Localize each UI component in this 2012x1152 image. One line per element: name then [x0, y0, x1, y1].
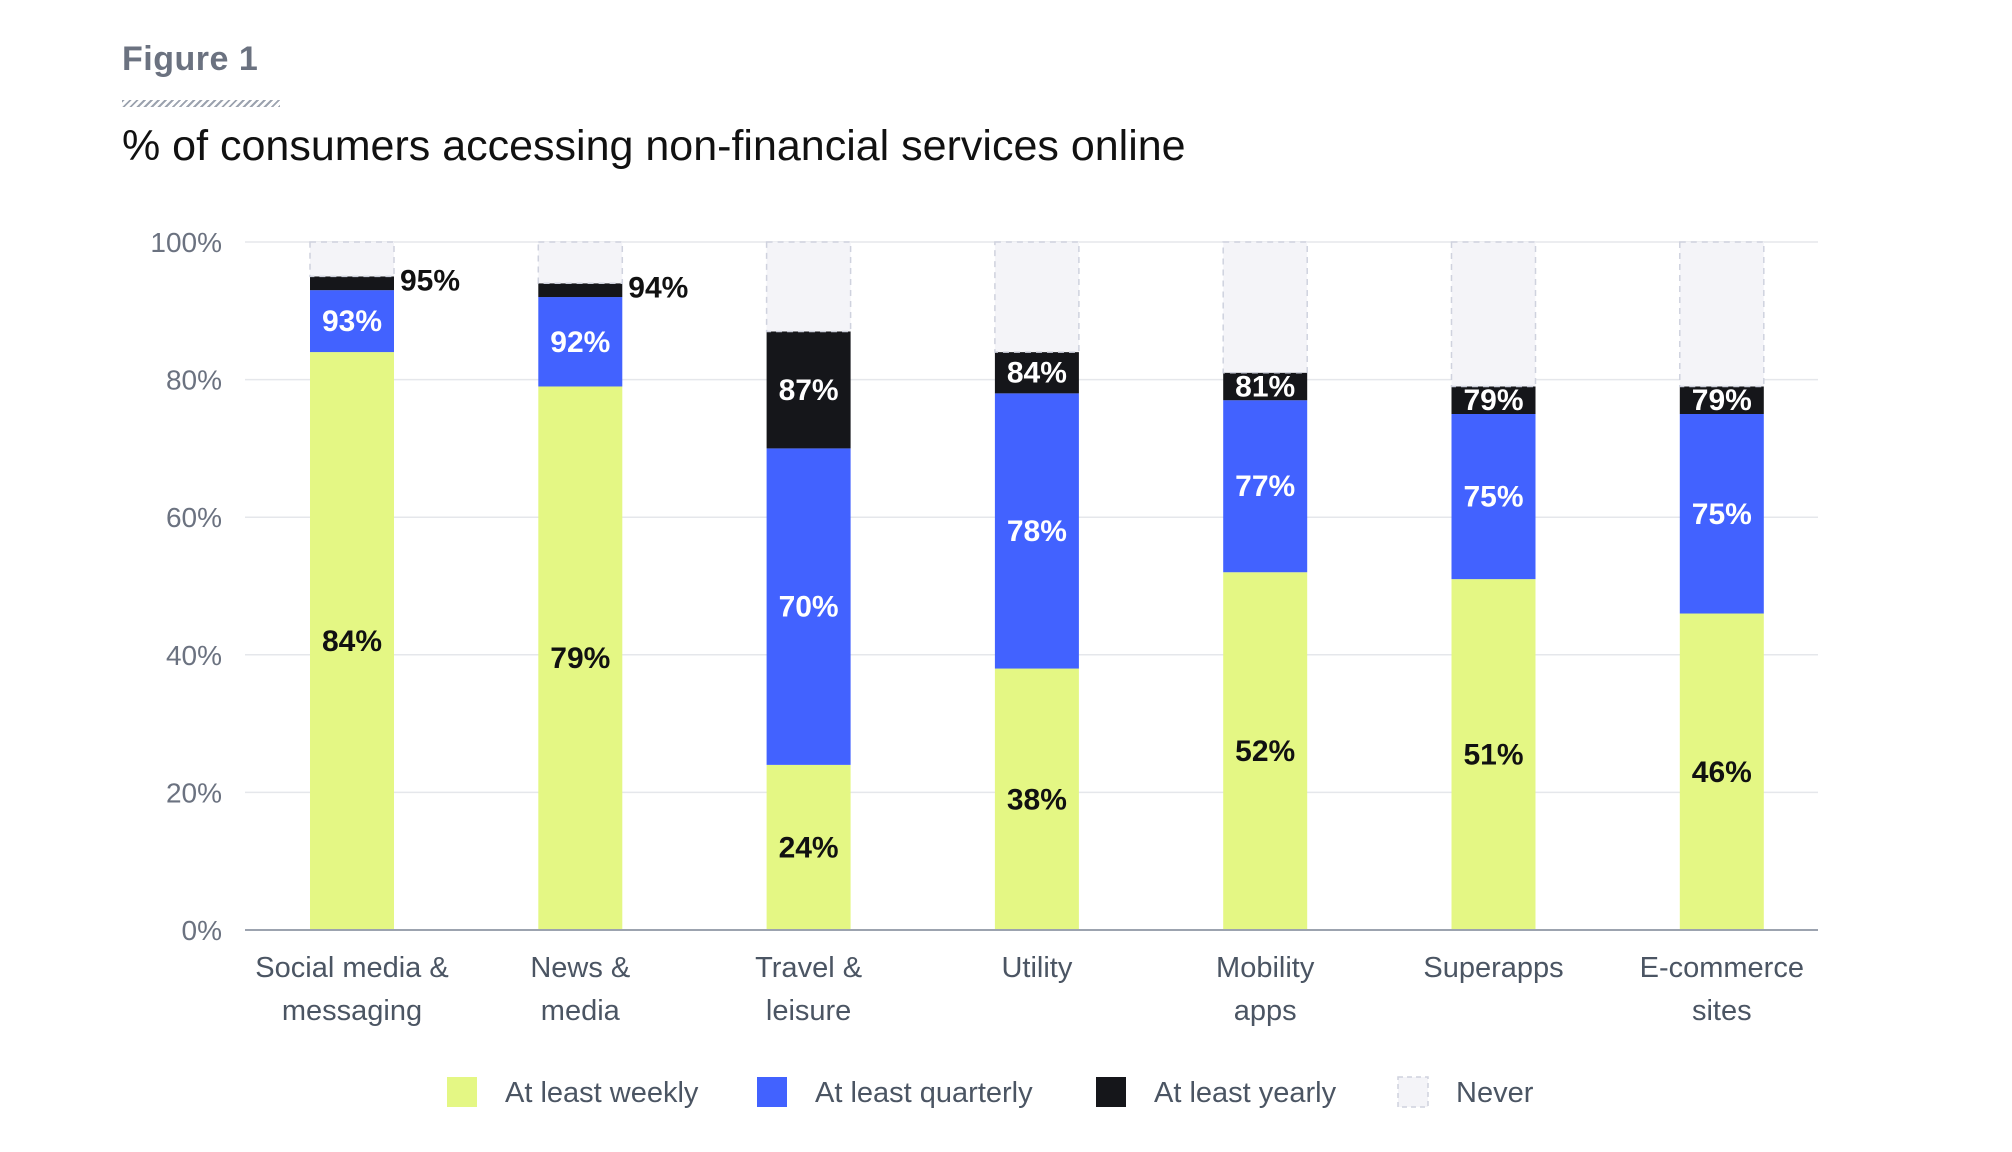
- bar-segment: [1223, 372, 1308, 401]
- value-labels: 84% 93% 95% 79% 92% 94% 24% 70% 87% 38% 78% 84% 52% 7…: [322, 264, 1752, 864]
- bar-segment: [537, 241, 624, 285]
- bar-segment: [538, 283, 623, 298]
- bar-segment: [310, 290, 394, 353]
- y-tick-label: 0%: [182, 915, 222, 946]
- data-label: 77%: [1235, 470, 1295, 503]
- data-label: 46%: [1692, 756, 1752, 789]
- bar-segment: [994, 668, 1079, 930]
- data-label: 75%: [1463, 481, 1523, 514]
- bar-segment: [766, 448, 851, 765]
- data-label: 95%: [400, 264, 460, 297]
- chart-title: % of consumers accessing non-financial s…: [122, 122, 1186, 170]
- x-category-label: apps: [1234, 995, 1297, 1027]
- bar-segment: [994, 393, 1079, 669]
- x-category-label: News &: [530, 952, 630, 984]
- bar-segment: [1679, 613, 1764, 930]
- x-category-label: Travel &: [755, 952, 862, 984]
- data-label: 70%: [779, 591, 839, 624]
- legend-label: At least quarterly: [815, 1077, 1033, 1109]
- bar-segment: [1679, 386, 1764, 414]
- legend-label: At least yearly: [1154, 1077, 1337, 1109]
- bar-segment: [309, 241, 395, 278]
- x-category-label: media: [541, 995, 621, 1027]
- bar-segment: [994, 352, 1079, 394]
- data-label: 93%: [322, 305, 382, 338]
- data-label: 79%: [1692, 384, 1752, 417]
- figure-label-underline: [122, 100, 280, 107]
- y-tick-label: 80%: [166, 365, 222, 396]
- legend-label: At least weekly: [505, 1077, 699, 1109]
- y-tick-label: 100%: [150, 227, 222, 258]
- data-label: 79%: [550, 642, 610, 675]
- y-tick-label: 40%: [166, 640, 222, 671]
- bar-segment: [1223, 572, 1308, 930]
- x-category-label: Utility: [1001, 952, 1072, 984]
- bar-segment: [994, 241, 1080, 353]
- y-tick-label: 20%: [166, 777, 222, 808]
- bar-segment: [1223, 400, 1308, 573]
- data-label: 92%: [550, 326, 610, 359]
- data-label: 87%: [779, 374, 839, 407]
- legend-swatch: [757, 1077, 787, 1107]
- legend-swatch: [1397, 1076, 1429, 1108]
- bars: [309, 241, 1765, 931]
- x-category-label: Social media &: [255, 952, 448, 984]
- data-label: 51%: [1463, 739, 1523, 772]
- bar-segment: [1451, 579, 1536, 930]
- bar-segment: [310, 352, 394, 931]
- x-category-label: Superapps: [1423, 952, 1563, 984]
- bar-segment: [1679, 414, 1764, 614]
- legend-swatch: [1096, 1077, 1126, 1107]
- x-category-label: Mobility: [1216, 952, 1315, 984]
- bar-segment: [310, 276, 394, 291]
- data-label: 52%: [1235, 735, 1295, 768]
- data-label: 78%: [1007, 515, 1067, 548]
- axes: 0% 20% 40% 60% 80% 100% Social media & messagin…: [150, 227, 1818, 1027]
- data-label: 84%: [1007, 357, 1067, 390]
- data-label: 94%: [628, 271, 688, 304]
- data-label: 24%: [779, 831, 839, 864]
- legend-label: Never: [1456, 1077, 1534, 1109]
- legend: At least weekly At least quarterly At leas…: [447, 1076, 1534, 1109]
- bar-segment: [766, 331, 851, 449]
- bar-segment: [1451, 386, 1536, 414]
- figure-label: Figure 1: [122, 40, 259, 78]
- data-label: 81%: [1235, 370, 1295, 403]
- data-label: 84%: [322, 625, 382, 658]
- bar-segment: [766, 764, 851, 930]
- x-category-label: E-commerce: [1640, 952, 1804, 984]
- data-label: 75%: [1692, 498, 1752, 531]
- x-category-label: sites: [1692, 995, 1752, 1027]
- legend-swatch: [447, 1077, 477, 1107]
- bar-segment: [538, 297, 623, 387]
- bar-segment: [538, 386, 623, 931]
- bar-segment: [1451, 414, 1536, 580]
- bar-segment: [1222, 241, 1308, 374]
- bar-segment: [1679, 241, 1765, 388]
- bar-segment: [765, 241, 852, 333]
- x-category-label: leisure: [766, 995, 851, 1027]
- bar-segment: [1450, 241, 1537, 388]
- data-label: 38%: [1007, 783, 1067, 816]
- x-category-label: messaging: [282, 995, 422, 1027]
- data-label: 79%: [1463, 384, 1523, 417]
- y-tick-label: 60%: [166, 502, 222, 533]
